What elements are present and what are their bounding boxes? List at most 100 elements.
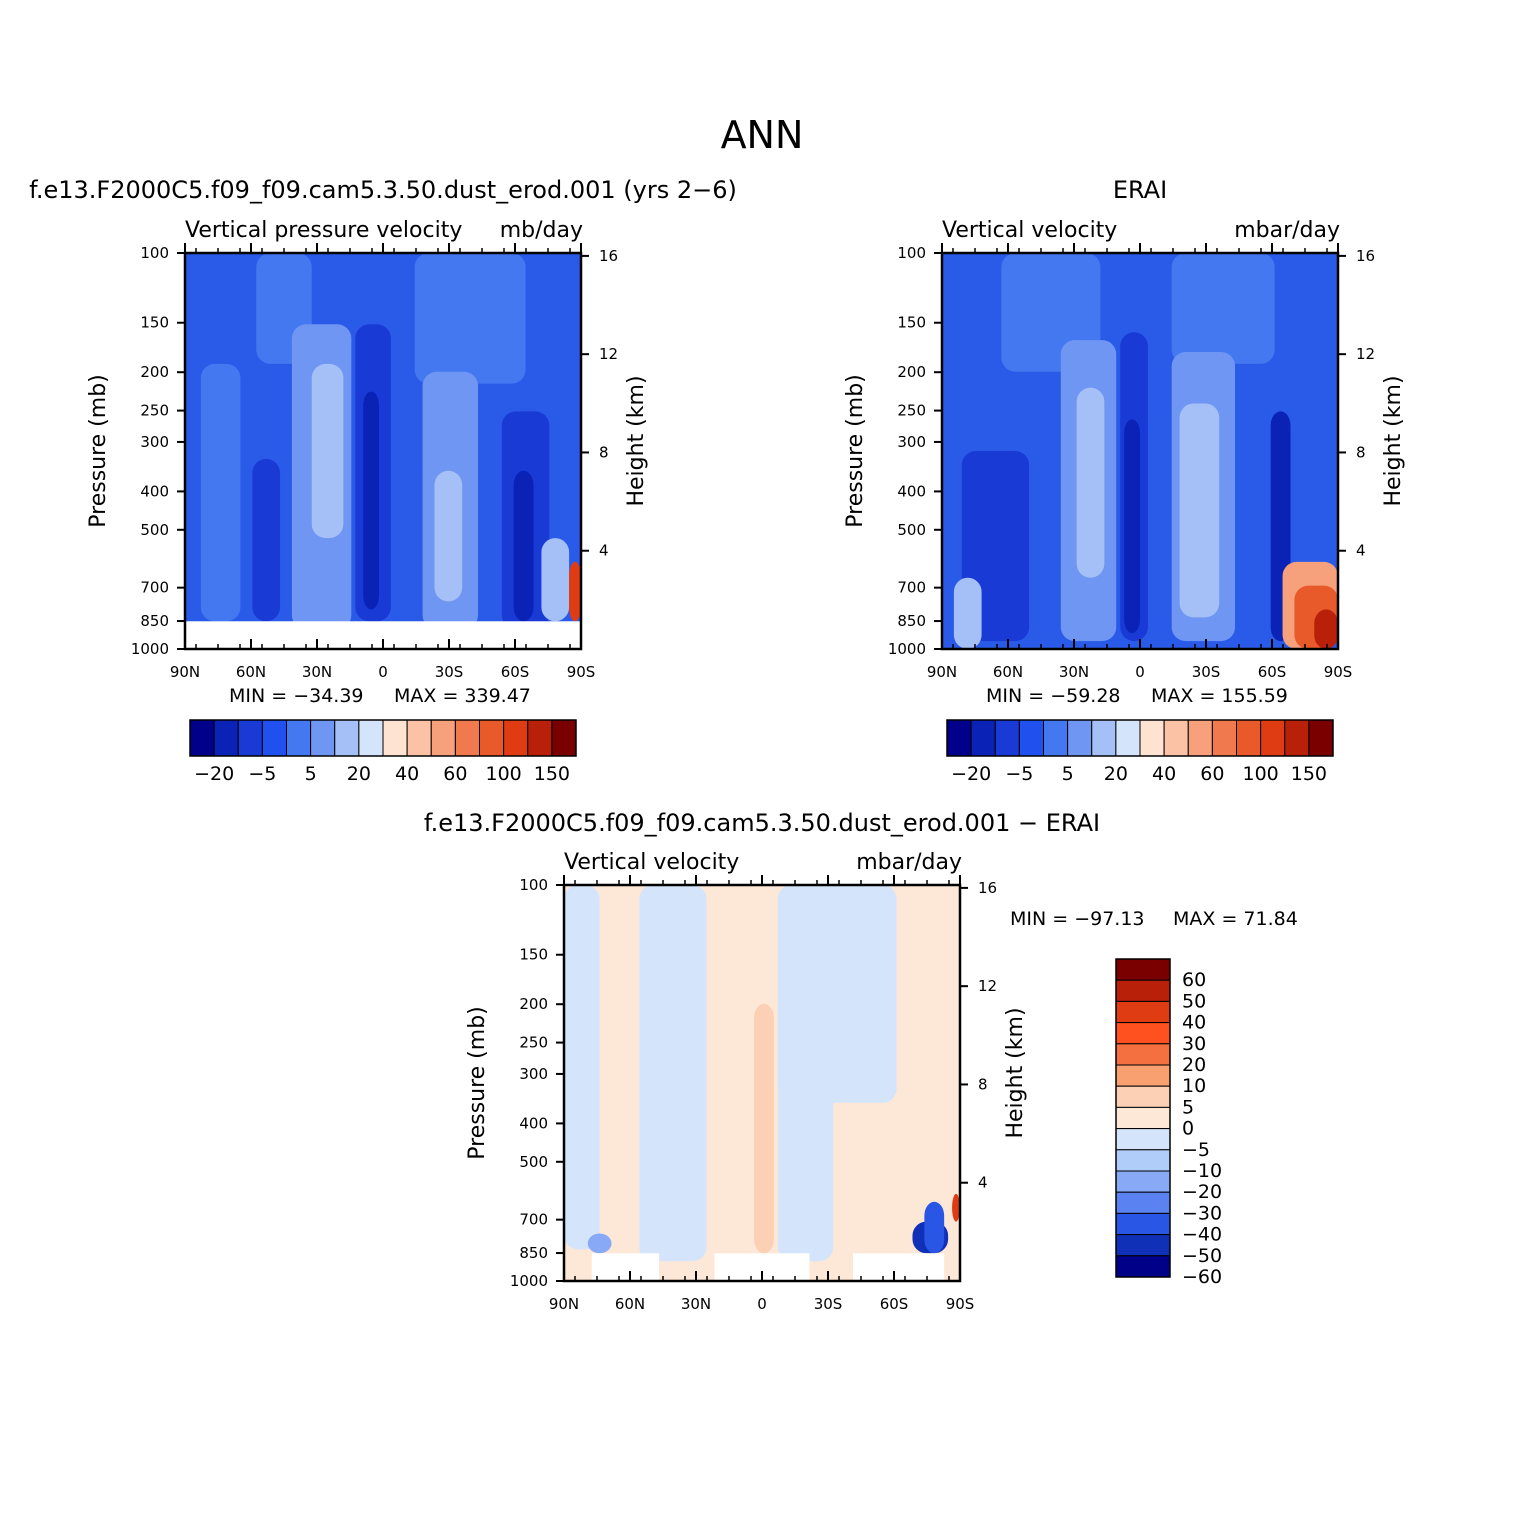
colorbar: −20 −5 5 20 40 60 100 150: [189, 719, 577, 785]
colorbar-frame: [946, 719, 1334, 757]
contour-region: [434, 470, 463, 602]
y2-tick-label: 12: [1356, 345, 1375, 363]
y-tick-label: 300: [140, 433, 169, 451]
colorbar-frame: [189, 719, 577, 757]
colorbar-swatch: [1115, 958, 1171, 981]
colorbar-label: 100: [1242, 763, 1278, 785]
contour-region: [564, 885, 600, 1250]
colorbar-swatch: [1115, 1106, 1171, 1130]
colorbar-swatch: [1115, 1234, 1171, 1257]
panel-1: f.e13.F2000C5.f09_f09.cam5.3.50.dust_ero…: [29, 176, 737, 785]
panel-title: ERAI: [1113, 176, 1167, 204]
x-tick-label: 90S: [1324, 663, 1353, 681]
colorbar-label: −20: [194, 763, 234, 785]
y-tick-label: 400: [140, 482, 169, 500]
min-stat: MIN = −59.28: [986, 685, 1121, 707]
colorbar-label: 150: [1291, 763, 1327, 785]
colorbar-frame: [1115, 958, 1171, 1278]
contour-region: [953, 577, 982, 649]
colorbar-label: 60: [1200, 763, 1224, 785]
colorbar-label: 40: [1182, 1012, 1206, 1034]
contour-region: [952, 1193, 960, 1222]
colorbar-swatch: [286, 719, 312, 757]
colorbar-swatch: [1115, 1022, 1171, 1045]
colorbar-swatch: [1115, 1149, 1171, 1172]
colorbar-swatch: [1115, 1085, 1171, 1108]
y2-axis-label: Height (km): [1003, 1007, 1028, 1138]
x-tick-label: 60N: [993, 663, 1023, 681]
max-stat: MAX = 155.59: [1151, 685, 1288, 707]
colorbar-label: −30: [1182, 1202, 1222, 1224]
contour-region: [639, 885, 707, 1262]
colorbar-swatch: [358, 719, 384, 757]
colorbar-label: −5: [1005, 763, 1033, 785]
contour-region: [252, 458, 281, 622]
colorbar-label: 10: [1182, 1075, 1206, 1097]
panels: f.e13.F2000C5.f09_f09.cam5.3.50.dust_ero…: [29, 176, 1406, 1313]
y2-tick-label: 16: [978, 879, 997, 897]
x-tick-label: 30S: [1192, 663, 1221, 681]
colorbar-swatch: [1091, 719, 1117, 757]
units-label: mb/day: [500, 218, 583, 243]
colorbar-label: −5: [1182, 1139, 1210, 1161]
y-tick-label: 500: [519, 1153, 548, 1171]
colorbar-swatch: [430, 719, 456, 757]
colorbar-label: −60: [1182, 1266, 1222, 1288]
x-tick-label: 0: [757, 1295, 767, 1313]
y-tick-label: 200: [140, 363, 169, 381]
y-tick-label: 400: [519, 1114, 548, 1132]
colorbar-label: −20: [1182, 1181, 1222, 1203]
y-tick-label: 250: [897, 402, 926, 420]
min-stat: MIN = −34.39: [229, 685, 364, 707]
y2-tick-label: 16: [1356, 247, 1375, 265]
colorbar-swatch: [1308, 719, 1334, 757]
y-tick-label: 700: [897, 579, 926, 597]
field-label: Vertical velocity: [564, 850, 739, 875]
y-axis-label: Pressure (mb): [86, 374, 111, 528]
colorbar-label: 40: [1152, 763, 1176, 785]
y-tick-label: 500: [897, 521, 926, 539]
colorbar: −20 −5 5 20 40 60 100 150: [946, 719, 1334, 785]
y-tick-label: 250: [519, 1034, 548, 1052]
colorbar-swatch: [213, 719, 239, 757]
colorbar-label: 60: [1182, 969, 1206, 991]
y2-tick-label: 8: [599, 443, 609, 461]
colorbar-swatch: [1115, 1128, 1171, 1151]
colorbar-swatch: [1115, 1255, 1171, 1278]
colorbar-swatch: [1018, 719, 1044, 757]
colorbar-swatch: [382, 719, 408, 757]
colorbar-swatch: [1043, 719, 1069, 757]
colorbar-swatch: [1260, 719, 1286, 757]
panel-title: f.e13.F2000C5.f09_f09.cam5.3.50.dust_ero…: [424, 809, 1100, 837]
y2-axis-label: Height (km): [1381, 375, 1406, 506]
y-tick-label: 500: [140, 521, 169, 539]
contour-region: [754, 1003, 774, 1254]
y-tick-label: 1000: [888, 640, 926, 658]
y-axis-label: Pressure (mb): [843, 374, 868, 528]
colorbar-label: 5: [305, 763, 317, 785]
colorbar-label: 40: [395, 763, 419, 785]
y-tick-label: 150: [897, 314, 926, 332]
colorbar-swatch: [1115, 1000, 1171, 1024]
contour-region: [896, 885, 929, 1254]
colorbar-label: −40: [1182, 1224, 1222, 1246]
colorbar-swatch: [1163, 719, 1189, 757]
colorbar-swatch: [237, 719, 263, 757]
y-tick-label: 100: [140, 244, 169, 262]
y-tick-label: 850: [140, 612, 169, 630]
y-tick-label: 1000: [131, 640, 169, 658]
x-tick-label: 30S: [435, 663, 464, 681]
colorbar-swatch: [334, 719, 360, 757]
units-label: mbar/day: [1234, 218, 1340, 243]
y2-tick-label: 4: [978, 1174, 988, 1192]
colorbar-swatch: [1284, 719, 1310, 757]
x-tick-label: 90N: [549, 1295, 579, 1313]
colorbar-swatch: [994, 719, 1020, 757]
x-tick-label: 30N: [1059, 663, 1089, 681]
colorbar-swatch: [1115, 979, 1171, 1002]
x-tick-label: 60S: [1258, 663, 1287, 681]
surface-mask: [591, 1253, 660, 1281]
colorbar-swatch: [1115, 1170, 1171, 1193]
y-tick-label: 400: [897, 482, 926, 500]
